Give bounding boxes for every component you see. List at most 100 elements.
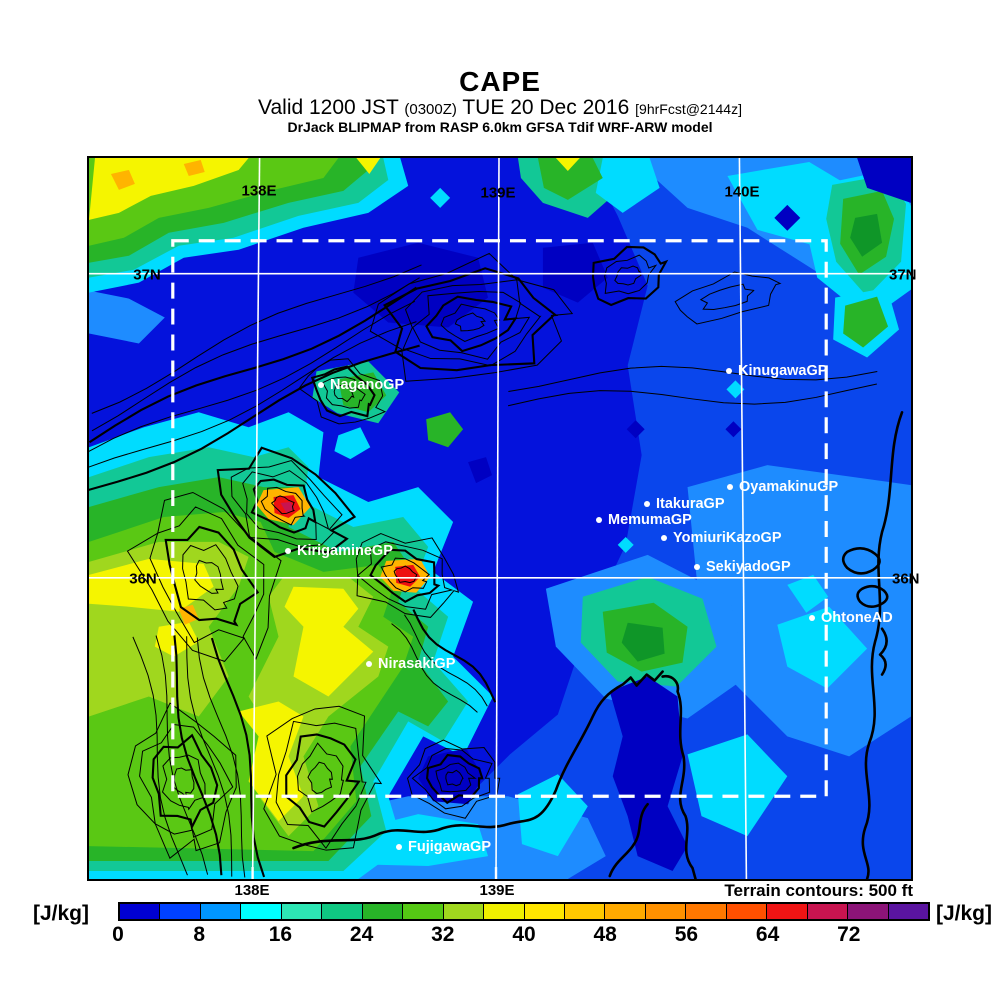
terrain-contour-line <box>355 533 460 618</box>
terrain-contour-line <box>263 705 383 851</box>
colorbar-segment <box>120 904 160 919</box>
site-marker-dot <box>726 368 732 374</box>
page-title: CAPE <box>459 66 541 97</box>
terrain-contour-line <box>321 376 366 409</box>
terrain-contour-line <box>182 544 239 611</box>
terrain-contour-line <box>402 279 542 367</box>
colorbar-segment <box>725 904 767 919</box>
terrain-contour-line <box>89 286 417 444</box>
grid-label-37n-left: 37N <box>133 266 161 284</box>
colorbar-tick: 56 <box>674 923 699 946</box>
site-marker-dot <box>694 564 700 570</box>
terrain-contour-line <box>445 769 464 787</box>
terrain-contour-line <box>411 748 493 810</box>
site-marker-dot <box>661 535 667 541</box>
colorbar-segment <box>604 904 645 919</box>
terrain-contour-line <box>172 767 195 798</box>
colorbar-segment <box>847 904 888 919</box>
cape-fill-regions <box>89 158 911 879</box>
valid-prefix: Valid 1200 JST <box>258 96 399 119</box>
terrain-contour-line <box>89 344 420 491</box>
grid-label-138e-top: 138E <box>241 182 277 200</box>
grid-label-138e-bottom: 138E <box>234 882 270 899</box>
model-line: DrJack BLIPMAP from RASP 6.0km GFSA Tdif… <box>287 119 713 135</box>
terrain-contour-line <box>186 636 233 877</box>
terrain-contour-line <box>404 614 488 707</box>
site-marker-dot <box>809 615 815 621</box>
terrain-contour-line <box>435 762 477 793</box>
terrain-contour-line <box>604 254 658 295</box>
terrain-contour-line <box>296 742 344 813</box>
terrain-contour-line <box>270 495 296 515</box>
colorbar-unit-left: [J/kg] <box>33 902 90 925</box>
grid-label-36n-right: 36N <box>892 570 920 588</box>
terrain-contour-line <box>91 277 420 432</box>
site-kirigamine: KirigamineGP <box>285 543 393 559</box>
terrain-contour-line <box>285 733 361 828</box>
site-marker-dot <box>644 501 650 507</box>
site-oyamakinu: OyamakinuGP <box>727 479 838 495</box>
terrain-contour-line <box>382 267 559 372</box>
site-fujigawa: FujigawaGP <box>396 839 491 855</box>
terrain-contour-line <box>139 723 234 838</box>
grid-label-37n-right: 37N <box>889 266 917 284</box>
colorbar-segment <box>159 904 200 919</box>
site-marker-dot <box>596 517 602 523</box>
terrain-contour-line <box>391 623 478 713</box>
colorbar-segment <box>442 904 484 919</box>
terrain-contour-line <box>161 754 206 811</box>
site-marker-dot <box>318 382 324 388</box>
terrain-contour-line <box>149 506 265 644</box>
terrain-contour-line <box>242 470 330 541</box>
site-marker-dot <box>727 484 733 490</box>
map-canvas <box>89 158 911 879</box>
terrain-contour-line <box>454 312 487 332</box>
terrain-contour-line <box>126 491 282 662</box>
terrain-contour-line <box>164 525 260 627</box>
colorbar-tick: 8 <box>193 923 206 946</box>
grid-label-139e-top: 139E <box>480 184 516 202</box>
colorbar-segment <box>806 904 848 919</box>
valid-date: TUE 20 Dec 2016 <box>462 96 630 119</box>
site-nirasaki: NirasakiGP <box>366 656 455 672</box>
colorbar-segments <box>118 902 930 921</box>
terrain-contour-line <box>89 321 417 468</box>
terrain-contour-line <box>412 291 531 360</box>
terrain-contour-line <box>440 303 501 343</box>
forecast-tag: [9hrFcst@2144z] <box>635 101 742 117</box>
site-marker-dot <box>366 661 372 667</box>
site-marker-dot <box>285 548 291 554</box>
colorbar-unit-right: [J/kg] <box>936 902 993 925</box>
terrain-contours-note: Terrain contours: 500 ft <box>724 881 913 900</box>
terrain-contour-line <box>507 383 877 407</box>
coastline <box>292 410 904 879</box>
site-nagano: NaganoGP <box>318 377 404 393</box>
terrain-contour-line <box>275 720 367 850</box>
terrain-contour-line <box>425 295 518 353</box>
terrain-contour-line <box>173 635 223 876</box>
colorbar-tick: 48 <box>593 923 617 946</box>
site-sekiyado: SekiyadoGP <box>694 559 791 575</box>
colorbar-segment <box>361 904 403 919</box>
colorbar-tick: 16 <box>268 923 293 946</box>
colorbar-segment <box>199 904 241 919</box>
terrain-contour-line <box>310 365 376 418</box>
terrain-contour-line <box>380 557 430 593</box>
terrain-contour-line <box>127 702 237 859</box>
colorbar-segment <box>483 904 524 919</box>
terrain-contour-line <box>674 271 782 325</box>
terrain-contour-line <box>614 265 642 286</box>
colorbar-segment <box>887 904 929 919</box>
colorbar-segment <box>685 904 726 919</box>
inner-domain-box <box>171 239 828 798</box>
colorbar-tick: 40 <box>512 923 536 946</box>
terrain-contour-line <box>412 609 497 703</box>
colorbar-ticks: 0 8 16 24 32 40 48 56 64 72 <box>112 923 930 947</box>
latlon-grid <box>89 158 911 879</box>
terrain-contour-line <box>194 559 224 594</box>
colorbar-segment <box>644 904 686 919</box>
grid-label-36n-left: 36N <box>129 570 157 588</box>
valid-time-line: Valid 1200 JST (0300Z) TUE 20 Dec 2016 [… <box>0 96 1000 120</box>
terrain-contour-line <box>155 635 209 875</box>
